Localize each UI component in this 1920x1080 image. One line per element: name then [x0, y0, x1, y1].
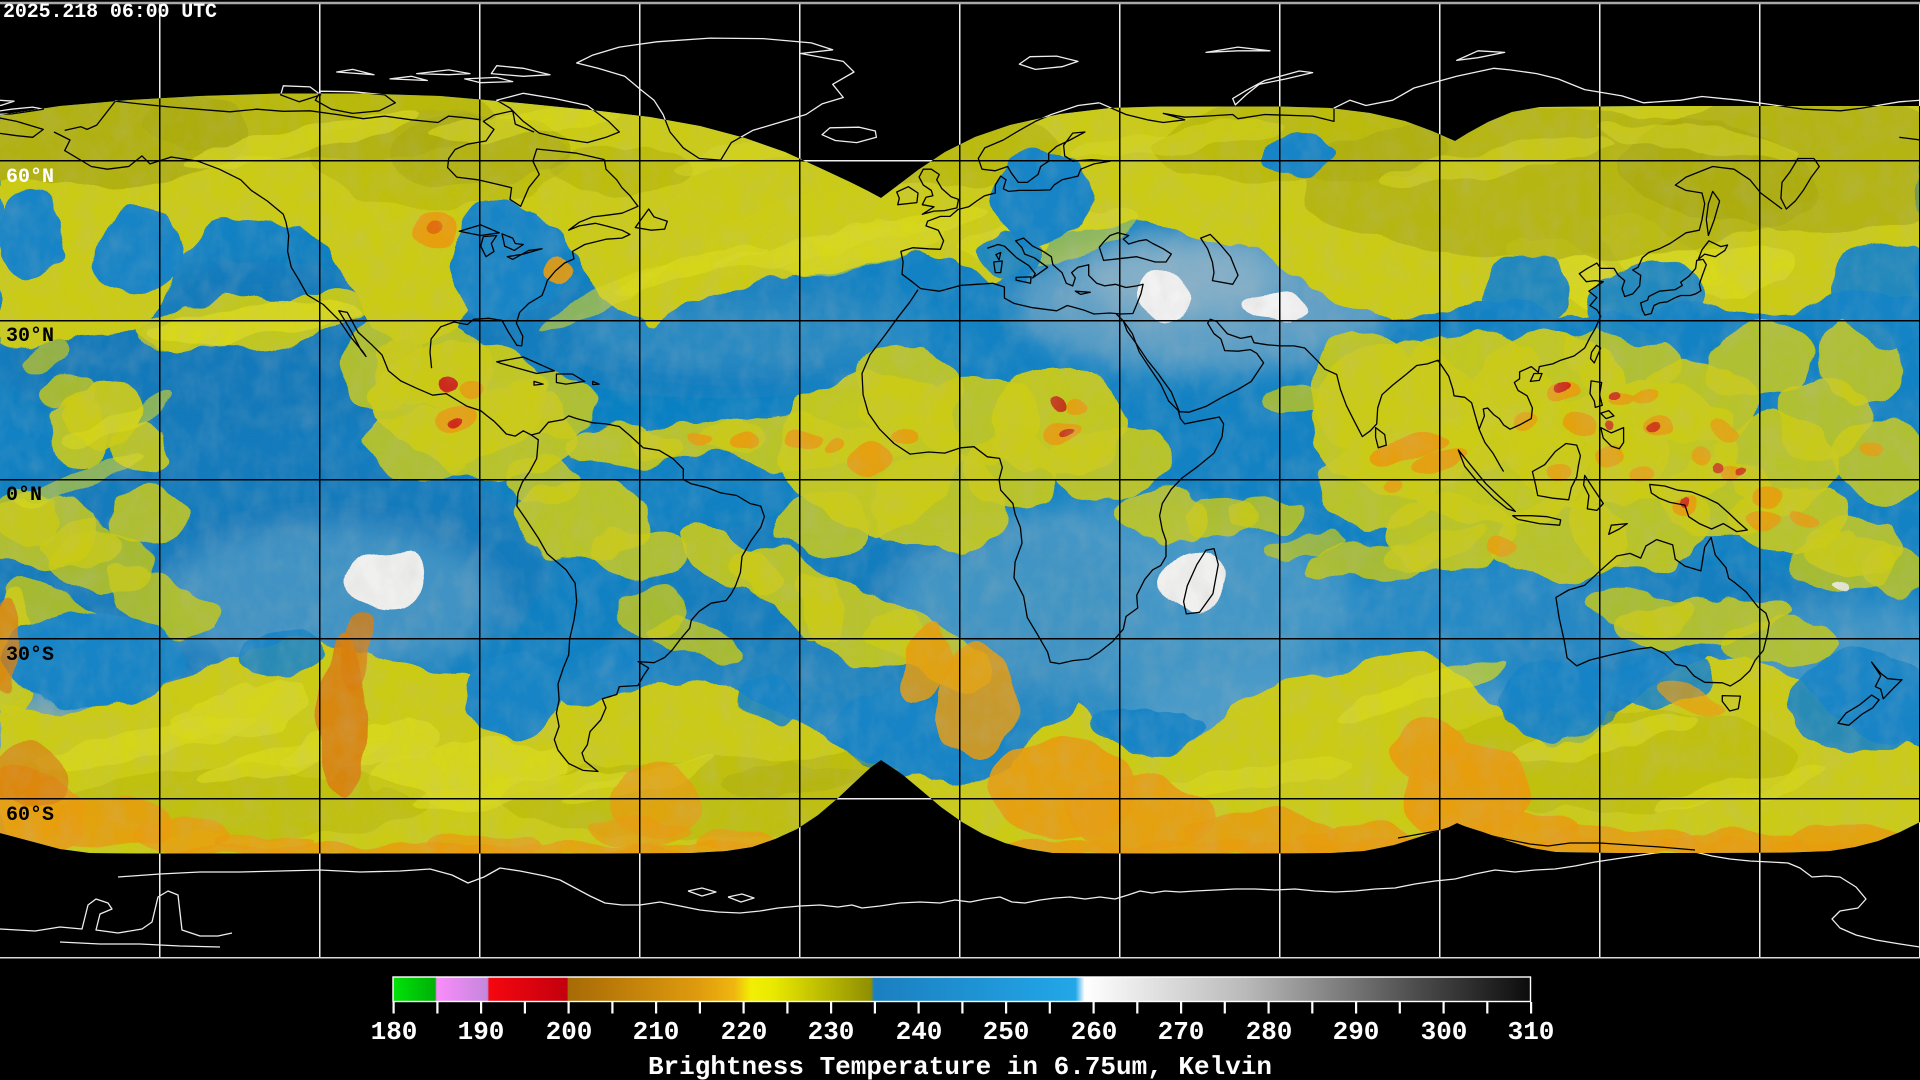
svg-text:190: 190: [458, 1017, 505, 1047]
svg-text:310: 310: [1508, 1017, 1555, 1047]
svg-text:30°S: 30°S: [6, 644, 54, 667]
svg-text:0°N: 0°N: [6, 484, 42, 507]
svg-text:210: 210: [633, 1017, 680, 1047]
svg-text:60°S: 60°S: [6, 804, 54, 827]
svg-text:2025.218 06:00 UTC: 2025.218 06:00 UTC: [3, 1, 217, 24]
svg-text:250: 250: [983, 1017, 1030, 1047]
svg-text:Brightness Temperature in 6.75: Brightness Temperature in 6.75um, Kelvin: [648, 1052, 1272, 1080]
svg-text:220: 220: [721, 1017, 768, 1047]
svg-text:300: 300: [1421, 1017, 1468, 1047]
svg-text:230: 230: [808, 1017, 855, 1047]
svg-text:290: 290: [1333, 1017, 1380, 1047]
svg-text:270: 270: [1158, 1017, 1205, 1047]
svg-text:280: 280: [1246, 1017, 1293, 1047]
svg-text:260: 260: [1071, 1017, 1118, 1047]
svg-text:60°N: 60°N: [6, 166, 54, 189]
svg-text:240: 240: [896, 1017, 943, 1047]
svg-text:180: 180: [371, 1017, 418, 1047]
svg-text:200: 200: [546, 1017, 593, 1047]
svg-text:30°N: 30°N: [6, 325, 54, 348]
